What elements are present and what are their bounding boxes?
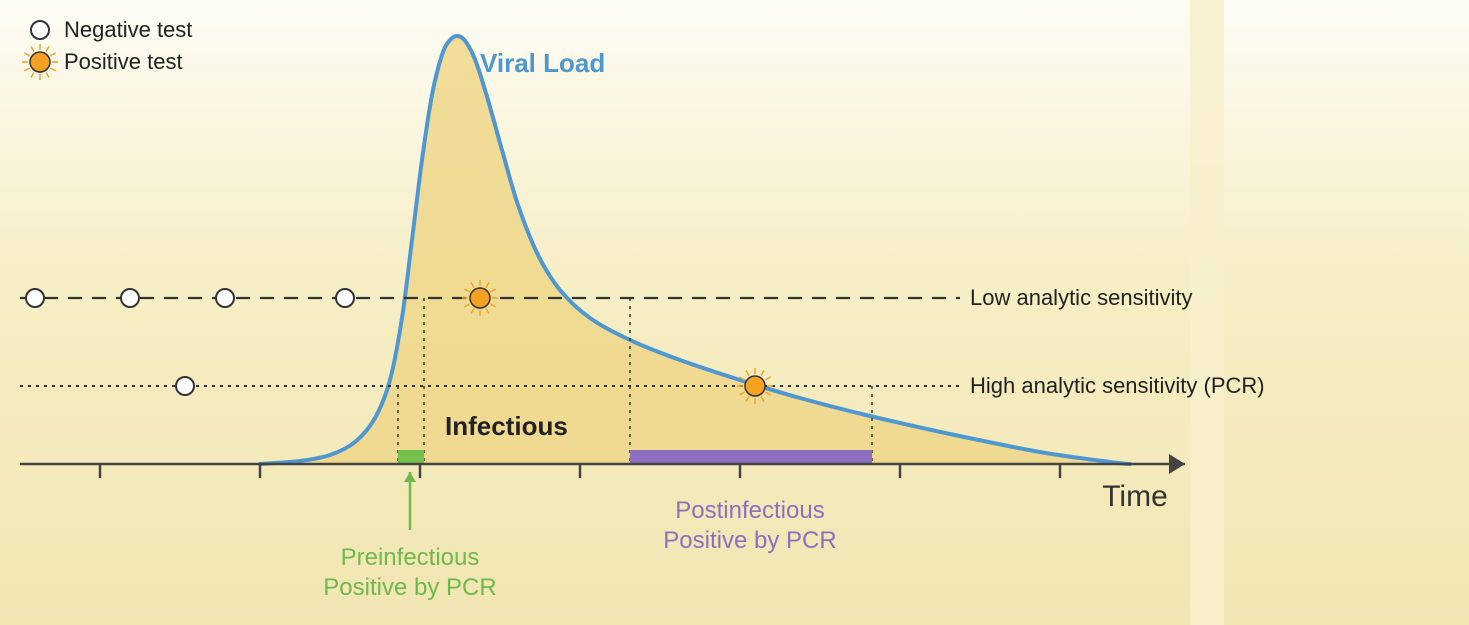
threshold-high-label: High analytic sensitivity (PCR) xyxy=(970,373,1265,398)
preinfectious-label-2: Positive by PCR xyxy=(323,574,496,601)
negative-marker-4 xyxy=(176,377,194,395)
infectious-label: Infectious xyxy=(445,411,568,441)
viral-load-label: Viral Load xyxy=(480,48,605,78)
preinfectious-label-1: Preinfectious xyxy=(341,544,480,571)
negative-marker-0 xyxy=(26,289,44,307)
legend-label-negative: Negative test xyxy=(64,17,192,42)
legend-label-positive: Positive test xyxy=(64,49,183,74)
threshold-low-label: Low analytic sensitivity xyxy=(970,285,1193,310)
negative-marker-3 xyxy=(336,289,354,307)
negative-marker-1 xyxy=(121,289,139,307)
negative-marker-legend xyxy=(31,21,49,39)
viral-load-diagram: Low analytic sensitivity High analytic se… xyxy=(0,0,1469,625)
preinfectious-band xyxy=(398,450,424,464)
axis-label: Time xyxy=(1102,480,1168,513)
postinfectious-band xyxy=(630,450,872,464)
postinfectious-label-1: Postinfectious xyxy=(675,497,824,524)
negative-marker-2 xyxy=(216,289,234,307)
right-edge-band xyxy=(1190,0,1224,625)
postinfectious-label-2: Positive by PCR xyxy=(663,527,836,554)
